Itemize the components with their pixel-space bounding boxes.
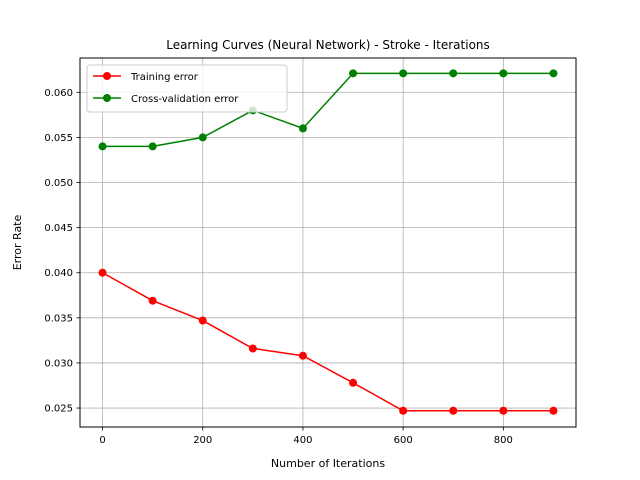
x-axis-label: Number of Iterations — [271, 457, 385, 470]
x-tick-label: 600 — [394, 435, 413, 446]
cross-validation-error-line — [102, 72, 554, 148]
cross-validation-error-point — [449, 69, 458, 78]
cross-validation-error-point — [98, 142, 107, 151]
training-error-point — [549, 406, 558, 415]
legend-cross-validation-error-label: Cross-validation error — [131, 94, 239, 105]
training-error-point — [248, 344, 257, 353]
legend-training-error-marker — [103, 72, 111, 80]
training-error-point — [148, 296, 157, 305]
y-tick-label: 0.060 — [44, 88, 73, 99]
plot-frame — [79, 57, 577, 428]
x-tick-label: 0 — [99, 435, 105, 446]
cross-validation-error-point — [298, 124, 307, 133]
training-error-point — [449, 406, 458, 415]
cross-validation-error-point — [549, 69, 558, 78]
y-tick-label: 0.035 — [44, 313, 73, 324]
training-error-point — [349, 378, 358, 387]
legend-box — [86, 64, 288, 113]
x-tick-label: 800 — [494, 435, 513, 446]
legend: Training error Cross-validation error — [86, 64, 288, 113]
ticks: 0 200 400 600 800 0.025 0.030 0.035 0.040 0.045 0.… — [44, 88, 513, 446]
cross-validation-error-series — [98, 69, 558, 151]
x-tick-label: 200 — [193, 435, 212, 446]
cross-validation-error-point — [148, 142, 157, 151]
training-error-point — [98, 268, 107, 277]
cross-validation-error-point — [198, 133, 207, 142]
cross-validation-error-point — [399, 69, 408, 78]
legend-cross-validation-error-marker — [103, 94, 111, 102]
y-tick-label: 0.045 — [44, 223, 73, 234]
training-error-line — [102, 272, 554, 412]
series — [98, 69, 558, 415]
y-tick-label: 0.055 — [44, 133, 73, 144]
training-error-point — [198, 316, 207, 325]
grid — [80, 58, 576, 427]
y-tick-label: 0.040 — [44, 268, 73, 279]
cross-validation-error-point — [349, 69, 358, 78]
training-error-point — [499, 406, 508, 415]
cross-validation-error-point — [499, 69, 508, 78]
training-error-point — [298, 351, 307, 360]
y-axis-label: Error Rate — [11, 215, 24, 271]
x-tick-label: 400 — [293, 435, 312, 446]
chart-title: Learning Curves (Neural Network) - Strok… — [166, 38, 490, 52]
y-tick-label: 0.030 — [44, 358, 73, 369]
y-tick-label: 0.050 — [44, 178, 73, 189]
legend-training-error-label: Training error — [130, 72, 199, 83]
training-error-series — [98, 268, 558, 415]
y-tick-label: 0.025 — [44, 404, 73, 415]
training-error-point — [399, 406, 408, 415]
